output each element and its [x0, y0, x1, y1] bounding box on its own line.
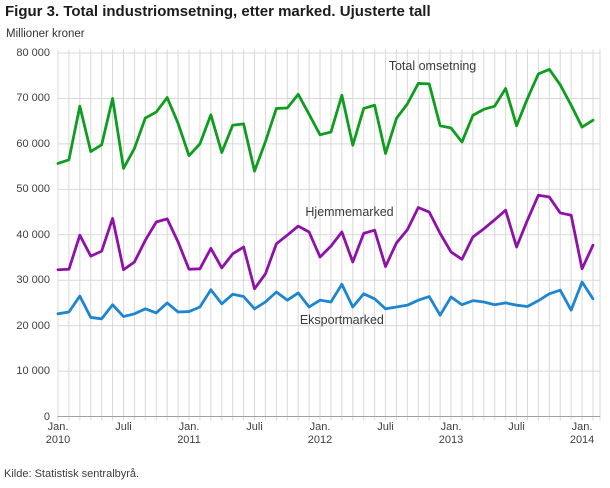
source-note: Kilde: Statistisk sentralbyrå.: [4, 468, 140, 480]
x-tick-label: Jan. 2014: [569, 421, 595, 446]
series-label-hjemmemarked: Hjemmemarked: [305, 204, 394, 219]
x-tick-label: Juli: [246, 421, 263, 433]
series-label-total-omsetning: Total omsetning: [388, 59, 477, 74]
figure-title: Figur 3. Total industriomsetning, etter …: [5, 3, 431, 20]
x-tick-label: Jan. 2012: [307, 421, 333, 446]
x-tick-label: Jan. 2013: [438, 421, 464, 446]
y-tick-label: 80 000: [16, 47, 50, 59]
y-tick-label: 60 000: [16, 137, 50, 150]
y-tick-label: 0: [43, 410, 50, 423]
y-tick-label: 40 000: [16, 228, 50, 241]
y-tick-label: 50 000: [16, 183, 50, 196]
series-label-eksportmarked: Eksportmarked: [299, 312, 384, 327]
line-hjemmemarked: [56, 193, 595, 291]
gridlines: [57, 49, 601, 421]
y-tick-label: 70 000: [16, 92, 50, 105]
y-tick-label: 10 000: [16, 365, 50, 378]
x-tick-label: Jan. 2010: [45, 421, 71, 446]
x-tick-label: Juli: [377, 421, 394, 433]
line-eksportmarked: [56, 280, 595, 321]
x-tick-label: Juli: [508, 421, 525, 433]
x-tick-label: Juli: [115, 421, 132, 433]
figure-unit-caption: Millioner kroner: [6, 28, 85, 40]
y-tick-label: 20 000: [16, 319, 50, 332]
series-lines: [56, 67, 595, 321]
y-tick-label: 30 000: [16, 274, 50, 287]
line-total-omsetning: [56, 67, 595, 173]
x-tick-label: Jan. 2011: [177, 421, 201, 446]
